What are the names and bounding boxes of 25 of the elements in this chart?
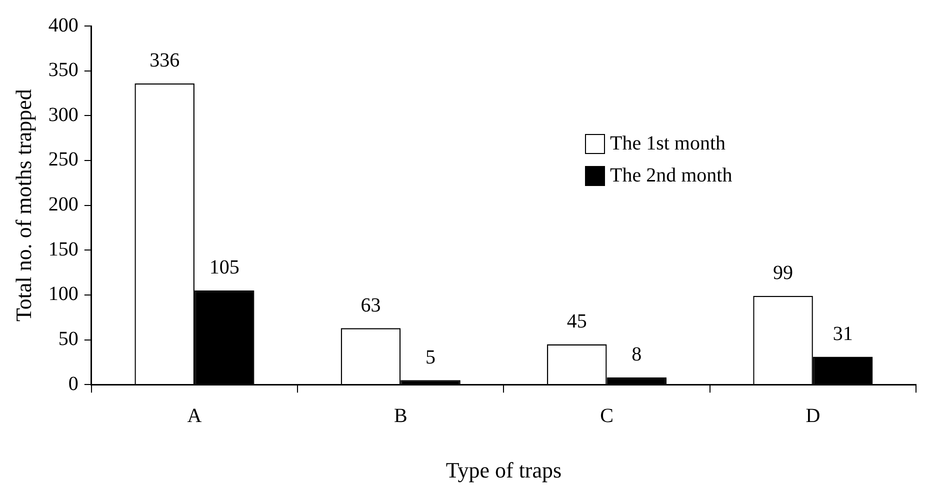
y-tick-label: 300 xyxy=(48,104,78,126)
x-tick-label: C xyxy=(600,404,614,427)
legend-label: The 1st month xyxy=(610,132,726,154)
y-tick-label: 0 xyxy=(68,372,78,395)
y-tick-label: 100 xyxy=(48,283,78,306)
x-axis-title: Type of traps xyxy=(446,458,562,483)
data-label: 99 xyxy=(773,262,794,284)
data-label: 31 xyxy=(832,323,853,346)
data-label: 45 xyxy=(566,310,587,333)
y-tick-label: 350 xyxy=(48,59,78,82)
y-tick-label: 200 xyxy=(48,194,78,216)
x-tick-label: D xyxy=(806,404,820,427)
y-tick-label: 150 xyxy=(48,238,78,260)
data-label: 63 xyxy=(360,294,381,316)
x-tick-label: A xyxy=(187,404,202,427)
y-tick-label: 50 xyxy=(58,328,78,350)
data-label: 8 xyxy=(632,344,642,366)
x-tick-label: B xyxy=(394,404,408,427)
data-label: 105 xyxy=(209,256,240,279)
data-label: 5 xyxy=(426,346,436,368)
y-tick-label: 250 xyxy=(48,148,78,171)
y-axis-title: Total no. of moths trapped xyxy=(10,89,36,322)
y-tick-label: 400 xyxy=(48,14,78,36)
legend-label: The 2nd month xyxy=(610,164,732,186)
data-label: 336 xyxy=(150,50,180,72)
